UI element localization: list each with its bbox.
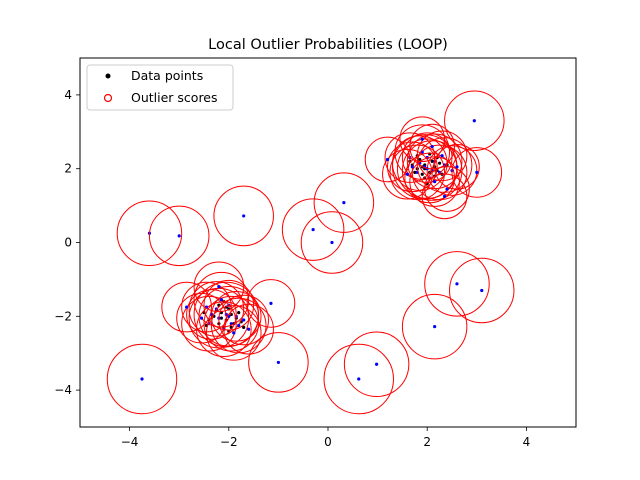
- plot-frame: [79, 57, 577, 428]
- outlier-point: [247, 327, 251, 331]
- outlier-point: [242, 214, 246, 218]
- data-point: [438, 161, 442, 165]
- legend-marker-data-points: [105, 73, 111, 79]
- outlier-score-circle: [411, 144, 468, 201]
- outlier-score-circle: [424, 251, 490, 317]
- outlier-score-circle: [426, 145, 478, 196]
- outlier-score-circle: [186, 289, 237, 340]
- outlier-point: [330, 240, 334, 245]
- outlier-score-circle: [323, 343, 394, 415]
- outlier-point: [475, 170, 479, 174]
- outlier-point: [342, 201, 346, 205]
- outlier-score-circle: [246, 279, 296, 328]
- outlier-point: [430, 144, 434, 149]
- outlier-point: [357, 377, 361, 381]
- data-point: [413, 170, 417, 174]
- outlier-point: [480, 288, 484, 293]
- outlier-score-circle: [343, 331, 410, 398]
- outlier-point: [232, 331, 236, 335]
- x-tick-label: 0: [324, 435, 332, 449]
- outlier-point: [440, 154, 444, 158]
- outlier-score-circle: [409, 156, 460, 207]
- legend-label-outlier-scores: Outlier scores: [131, 90, 218, 105]
- outlier-score-circle: [116, 200, 183, 267]
- outlier-score-circle: [281, 198, 345, 261]
- outlier-score-circle: [313, 172, 375, 233]
- outlier-score-circle: [449, 257, 515, 324]
- outlier-score-circle: [409, 123, 455, 170]
- x-tick-label: 4: [523, 435, 531, 449]
- outlier-point: [217, 285, 221, 289]
- y-tick-label: 0: [64, 236, 72, 250]
- outlier-point: [433, 180, 437, 184]
- data-point: [242, 325, 246, 329]
- outlier-score-circle: [210, 291, 262, 342]
- x-tick-label: −2: [220, 435, 238, 449]
- outlier-point: [442, 194, 447, 198]
- outlier-point: [237, 323, 241, 328]
- outlier-point: [455, 165, 459, 169]
- outlier-score-circle: [424, 166, 470, 212]
- data-point: [418, 157, 422, 162]
- data-point: [420, 172, 424, 176]
- y-tick-label: −4: [54, 383, 72, 397]
- outlier-score-circle: [196, 301, 252, 357]
- outlier-point: [410, 165, 414, 169]
- x-tick-label: 2: [423, 435, 431, 449]
- data-point: [430, 159, 434, 163]
- outlier-point: [405, 172, 409, 176]
- outlier-score-circle: [106, 343, 178, 415]
- outlier-score-circle: [421, 173, 468, 220]
- outlier-score-circle: [248, 332, 309, 393]
- outlier-point: [185, 305, 189, 309]
- outlier-point: [385, 157, 390, 162]
- outlier-point: [199, 316, 204, 320]
- outlier-score-circle: [205, 305, 262, 361]
- outlier-point: [433, 325, 437, 329]
- outlier-score-circle: [444, 90, 505, 151]
- outlier-score-circle: [451, 147, 503, 198]
- legend-frame: [86, 64, 234, 111]
- outlier-score-circle: [213, 185, 274, 247]
- outlier-point: [311, 227, 315, 232]
- outlier-score-circle: [188, 281, 245, 337]
- chart-title: Local Outlier Probabilities (LOOP): [208, 37, 448, 53]
- outlier-score-circle: [176, 292, 227, 344]
- outlier-point: [140, 377, 144, 381]
- y-tick-label: 4: [64, 88, 72, 102]
- outlier-point: [269, 301, 273, 305]
- outlier-point: [375, 362, 379, 366]
- legend-label-data-points: Data points: [131, 68, 203, 83]
- outlier-point: [472, 119, 476, 123]
- outlier-point: [455, 282, 459, 286]
- outlier-score-circle: [193, 261, 245, 313]
- outlier-score-circle: [148, 205, 210, 267]
- data-point: [219, 316, 223, 320]
- outlier-score-circle: [399, 116, 446, 162]
- outlier-point: [242, 318, 246, 322]
- outlier-score-circle: [300, 211, 364, 274]
- legend-marker-outlier-scores: [103, 93, 113, 103]
- outlier-score-circle: [218, 294, 269, 346]
- outlier-score-circle: [401, 293, 468, 360]
- outlier-score-circle: [364, 136, 411, 183]
- outlier-score-circle: [416, 130, 468, 182]
- legend: Data points Outlier scores: [86, 64, 234, 111]
- y-tick-label: 2: [64, 162, 72, 176]
- data-point: [237, 311, 241, 315]
- outlier-point: [445, 187, 449, 191]
- outlier-score-circle: [161, 281, 212, 333]
- x-tick-label: −4: [121, 435, 139, 449]
- outlier-point: [177, 234, 181, 238]
- outlier-point: [420, 137, 424, 141]
- y-tick-label: −2: [54, 309, 72, 323]
- outlier-score-circle: [198, 286, 260, 347]
- outlier-point: [276, 360, 280, 365]
- outlier-point: [219, 298, 223, 302]
